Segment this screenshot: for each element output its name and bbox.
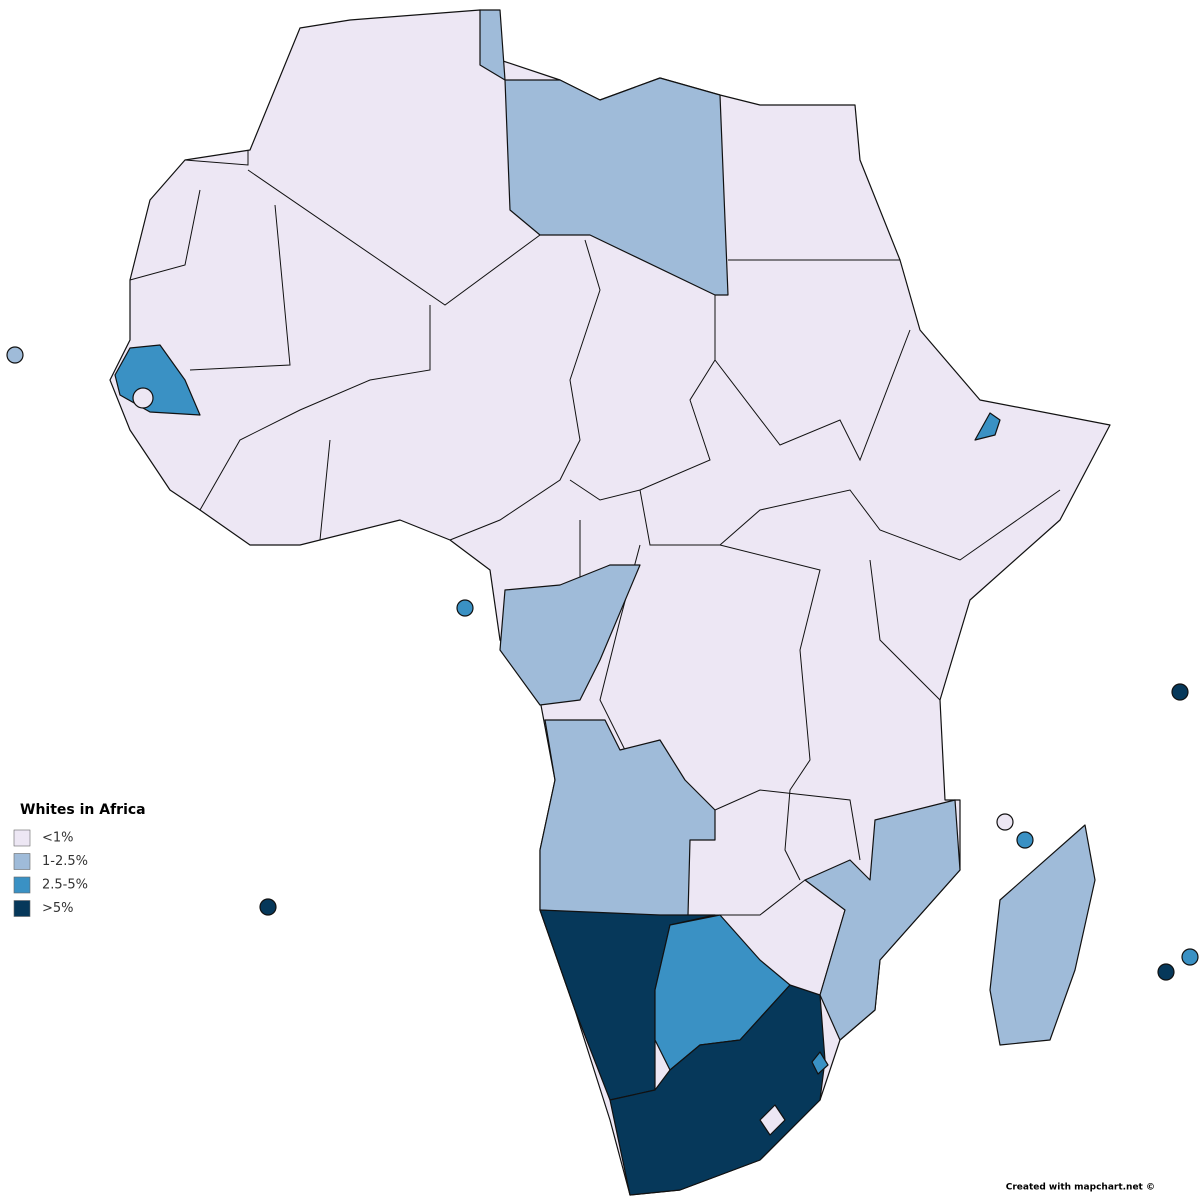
countries <box>6 9 1199 1196</box>
legend-swatch <box>13 853 31 870</box>
border <box>714 789 861 861</box>
legend-swatch <box>13 876 31 894</box>
credit: Created with mapchart.net © <box>1006 1183 1155 1193</box>
legend-label: <1% <box>42 831 74 846</box>
border <box>184 150 249 166</box>
legend-label: 1-2.5% <box>42 854 88 869</box>
saint-helena <box>259 898 277 916</box>
djibouti <box>974 412 1001 441</box>
lesotho <box>759 1104 786 1136</box>
comoros <box>996 813 1014 831</box>
reunion <box>1157 963 1175 981</box>
border <box>449 239 601 541</box>
angola <box>539 719 716 921</box>
south-africa <box>609 984 826 1196</box>
seychelles <box>1171 683 1189 701</box>
border <box>869 559 941 701</box>
gabon-congo <box>499 564 641 706</box>
legend-swatch <box>13 829 31 847</box>
madagascar <box>989 824 1096 1046</box>
cape-verde <box>6 346 24 364</box>
border <box>719 544 821 881</box>
border <box>639 489 1061 561</box>
gambia <box>132 387 154 409</box>
border <box>247 169 541 306</box>
eswatini <box>811 1051 829 1075</box>
legend-label: 2.5-5% <box>42 878 88 893</box>
legend: Whites in Africa <1% 1-2.5% 2.5-5% >5% <box>13 802 146 917</box>
sao-tome <box>456 599 474 617</box>
mayotte <box>1016 831 1034 849</box>
libya <box>504 77 729 296</box>
mozambique <box>804 799 961 1041</box>
legend-title: Whites in Africa <box>20 802 146 818</box>
mauritius <box>1181 948 1199 966</box>
legend-swatch <box>13 900 31 917</box>
border <box>129 189 201 281</box>
border <box>714 329 911 462</box>
border <box>199 305 431 511</box>
tunisia <box>479 9 506 81</box>
legend-label: >5% <box>42 901 74 916</box>
border <box>319 439 331 541</box>
border <box>189 204 291 371</box>
